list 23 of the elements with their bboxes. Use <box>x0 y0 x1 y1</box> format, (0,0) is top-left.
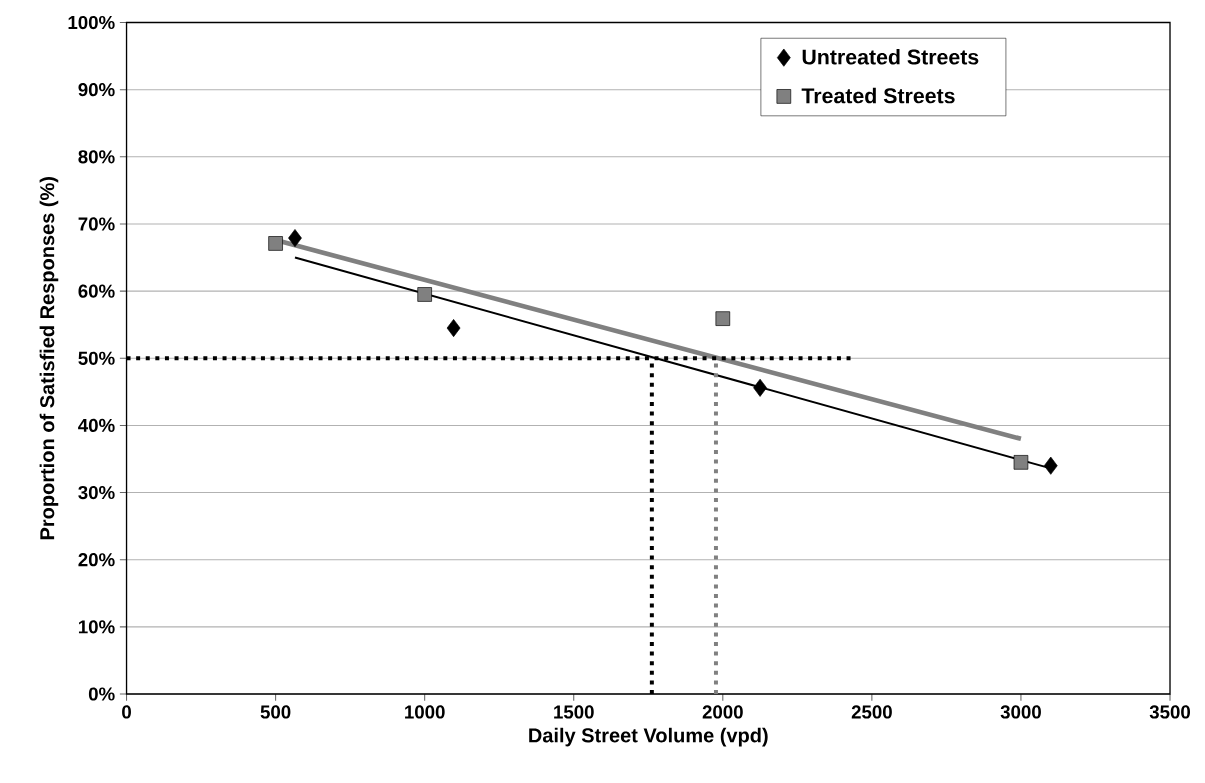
y-tick-label: 10% <box>78 620 115 634</box>
y-tick-label: 50% <box>78 351 115 365</box>
x-tick-label: 3500 <box>1149 705 1190 719</box>
x-tick-label: 1000 <box>405 705 445 719</box>
legend-label: Treated Streets <box>801 87 955 104</box>
y-tick-label: 100% <box>68 15 115 30</box>
y-tick-label: 90% <box>78 83 115 97</box>
x-tick-label: 2000 <box>702 705 743 719</box>
y-tick-label: 30% <box>78 485 115 500</box>
x-tick-label: 500 <box>260 705 291 719</box>
x-tick-label: 2500 <box>851 705 892 719</box>
x-tick-label: 1500 <box>554 705 594 719</box>
legend-label: Untreated Streets <box>802 48 979 65</box>
y-tick-label: 80% <box>78 150 115 164</box>
y-tick-label: 0% <box>88 687 115 701</box>
x-tick-label: 0 <box>122 705 131 719</box>
y-tick-label: 20% <box>78 553 115 567</box>
y-tick-label: 70% <box>78 217 115 231</box>
x-axis-title: Daily Street Volume (vpd) <box>529 727 768 747</box>
y-axis-title: Proportion of Satisfied Responses (%) <box>39 177 59 540</box>
x-tick-label: 3000 <box>1000 705 1041 719</box>
y-tick-label: 40% <box>78 418 115 433</box>
y-tick-label: 60% <box>78 284 115 298</box>
